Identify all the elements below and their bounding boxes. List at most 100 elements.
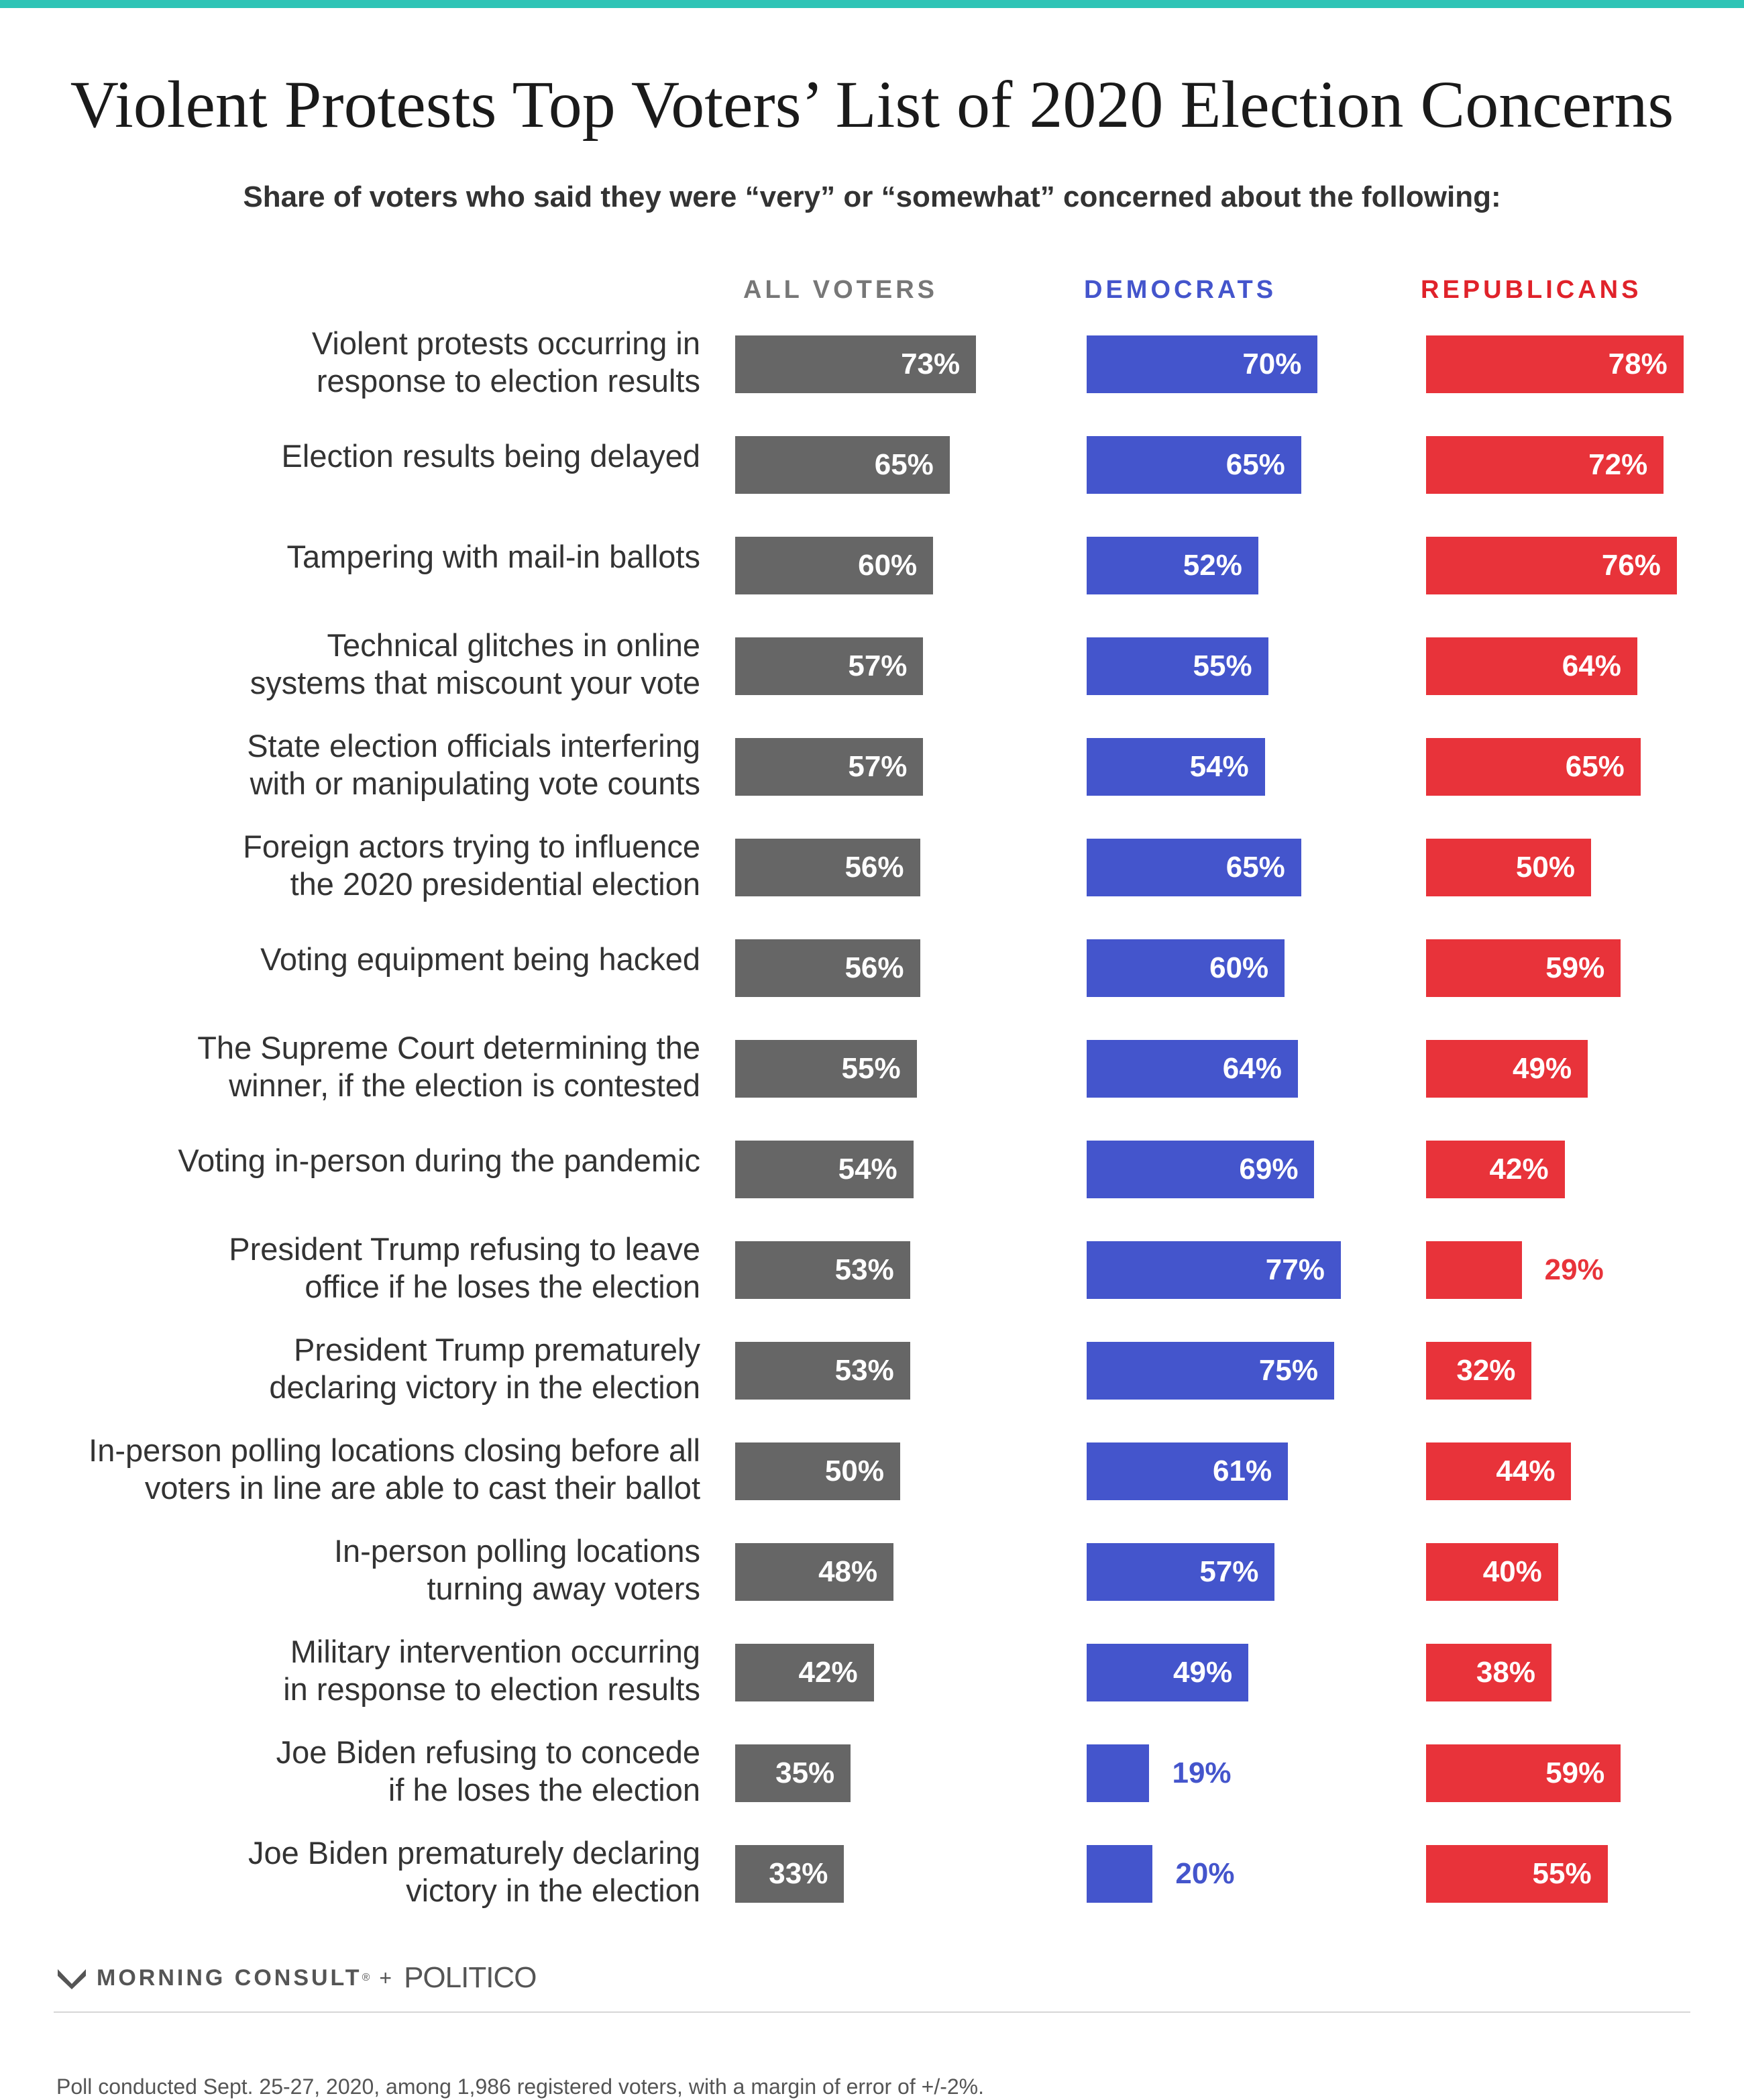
value-label-all-voters-8: 55% xyxy=(841,1052,901,1085)
value-label-republicans-10: 29% xyxy=(1544,1253,1604,1286)
value-label-republicans-15: 59% xyxy=(1545,1756,1605,1789)
value-label-all-voters-14: 42% xyxy=(798,1656,858,1689)
bar-democrats-16 xyxy=(1087,1845,1153,1903)
bar-democrats-10 xyxy=(1087,1241,1341,1299)
value-label-republicans-1: 78% xyxy=(1608,348,1668,380)
bar-democrats-12 xyxy=(1087,1442,1289,1500)
bar-all-voters-15 xyxy=(735,1744,851,1802)
bar-republicans-13 xyxy=(1426,1543,1558,1601)
bar-all-voters-8 xyxy=(735,1040,917,1098)
value-label-democrats-8: 64% xyxy=(1222,1052,1282,1085)
bar-republicans-3 xyxy=(1426,537,1677,594)
value-label-democrats-1: 70% xyxy=(1242,348,1302,380)
bar-republicans-8 xyxy=(1426,1040,1588,1098)
value-label-democrats-3: 52% xyxy=(1183,549,1242,582)
row-label: Joe Biden prematurely declaring victory … xyxy=(248,1835,700,1908)
bar-republicans-12 xyxy=(1426,1442,1572,1500)
footer-divider xyxy=(54,2011,1690,2013)
bar-democrats-1 xyxy=(1087,335,1318,393)
bar-all-voters-11 xyxy=(735,1342,910,1400)
value-label-democrats-7: 60% xyxy=(1209,951,1269,984)
value-label-republicans-8: 49% xyxy=(1513,1052,1572,1085)
row-label: Voting equipment being hacked xyxy=(260,941,700,977)
bar-all-voters-10 xyxy=(735,1241,910,1299)
bar-republicans-10 xyxy=(1426,1241,1522,1299)
bar-republicans-9 xyxy=(1426,1141,1565,1198)
bar-all-voters-3 xyxy=(735,537,934,594)
value-label-all-voters-5: 57% xyxy=(848,750,908,783)
bar-all-voters-9 xyxy=(735,1141,914,1198)
bar-democrats-2 xyxy=(1087,436,1301,494)
row-label: President Trump prematurely declaring vi… xyxy=(269,1332,700,1405)
bar-democrats-14 xyxy=(1087,1644,1249,1701)
bar-republicans-14 xyxy=(1426,1644,1551,1701)
chart-subtitle: Share of voters who said they were “very… xyxy=(243,180,1501,213)
value-label-all-voters-7: 56% xyxy=(844,951,904,984)
column-header-republicans: REPUBLICANS xyxy=(1421,276,1642,304)
value-label-republicans-11: 32% xyxy=(1456,1354,1516,1387)
bar-democrats-15 xyxy=(1087,1744,1150,1802)
value-label-democrats-6: 65% xyxy=(1225,851,1285,884)
row-label: President Trump refusing to leave office… xyxy=(229,1231,700,1304)
value-label-republicans-2: 72% xyxy=(1588,448,1648,481)
bar-republicans-4 xyxy=(1426,637,1637,695)
value-label-all-voters-1: 73% xyxy=(901,348,961,380)
value-label-all-voters-6: 56% xyxy=(844,851,904,884)
morning-consult-m-icon xyxy=(58,1969,86,1989)
bar-all-voters-4 xyxy=(735,637,924,695)
row-label: State election officials interfering wit… xyxy=(247,728,700,801)
value-label-all-voters-16: 33% xyxy=(769,1857,828,1890)
politico-wordmark: POLITICO xyxy=(404,1961,537,1994)
registered-mark: ® xyxy=(362,1972,370,1983)
value-label-democrats-13: 57% xyxy=(1199,1555,1259,1588)
value-label-all-voters-3: 60% xyxy=(858,549,918,582)
bar-all-voters-5 xyxy=(735,738,924,796)
value-label-democrats-9: 69% xyxy=(1239,1153,1299,1186)
bar-republicans-7 xyxy=(1426,939,1621,997)
row-label: Election results being delayed xyxy=(281,438,700,474)
row-label: In-person polling locations turning away… xyxy=(333,1533,700,1606)
bar-republicans-15 xyxy=(1426,1744,1621,1802)
bar-all-voters-6 xyxy=(735,839,920,896)
value-label-all-voters-10: 53% xyxy=(834,1253,894,1286)
bar-democrats-8 xyxy=(1087,1040,1298,1098)
value-label-republicans-5: 65% xyxy=(1565,750,1625,783)
bar-all-voters-13 xyxy=(735,1543,894,1601)
chart-title: Violent Protests Top Voters’ List of 202… xyxy=(70,67,1674,142)
bar-republicans-6 xyxy=(1426,839,1591,896)
value-label-republicans-16: 55% xyxy=(1532,1857,1592,1890)
row-label: The Supreme Court determining the winner… xyxy=(197,1030,700,1103)
value-label-democrats-16: 20% xyxy=(1175,1857,1235,1890)
value-label-republicans-13: 40% xyxy=(1482,1555,1542,1588)
morning-consult-wordmark: MORNING CONSULT xyxy=(97,1964,362,1991)
value-label-democrats-15: 19% xyxy=(1172,1756,1232,1789)
column-header-all-voters: ALL VOTERS xyxy=(743,276,938,304)
value-label-democrats-10: 77% xyxy=(1265,1253,1325,1286)
value-label-all-voters-4: 57% xyxy=(848,649,908,682)
row-label: Technical glitches in online systems tha… xyxy=(250,627,700,700)
row-label: Foreign actors trying to influence the 2… xyxy=(243,829,700,902)
value-label-republicans-12: 44% xyxy=(1496,1455,1556,1487)
bar-democrats-13 xyxy=(1087,1543,1275,1601)
bar-republicans-16 xyxy=(1426,1845,1608,1903)
bar-all-voters-1 xyxy=(735,335,977,393)
bar-democrats-6 xyxy=(1087,839,1301,896)
value-label-republicans-6: 50% xyxy=(1515,851,1575,884)
value-label-democrats-4: 55% xyxy=(1193,649,1252,682)
row-label: In-person polling locations closing befo… xyxy=(89,1432,700,1506)
value-label-democrats-12: 61% xyxy=(1213,1455,1272,1487)
bar-all-voters-16 xyxy=(735,1845,844,1903)
value-label-all-voters-13: 48% xyxy=(818,1555,878,1588)
value-label-democrats-5: 54% xyxy=(1189,750,1249,783)
bar-democrats-11 xyxy=(1087,1342,1334,1400)
bar-democrats-4 xyxy=(1087,637,1268,695)
row-label: Voting in-person during the pandemic xyxy=(178,1143,700,1178)
value-label-democrats-14: 49% xyxy=(1173,1656,1233,1689)
bar-all-voters-12 xyxy=(735,1442,900,1500)
value-label-democrats-11: 75% xyxy=(1258,1354,1318,1387)
bar-democrats-3 xyxy=(1087,537,1258,594)
methodology-note: Poll conducted Sept. 25-27, 2020, among … xyxy=(56,2075,984,2099)
value-label-republicans-3: 76% xyxy=(1601,549,1661,582)
row-label: Tampering with mail-in ballots xyxy=(286,539,700,574)
